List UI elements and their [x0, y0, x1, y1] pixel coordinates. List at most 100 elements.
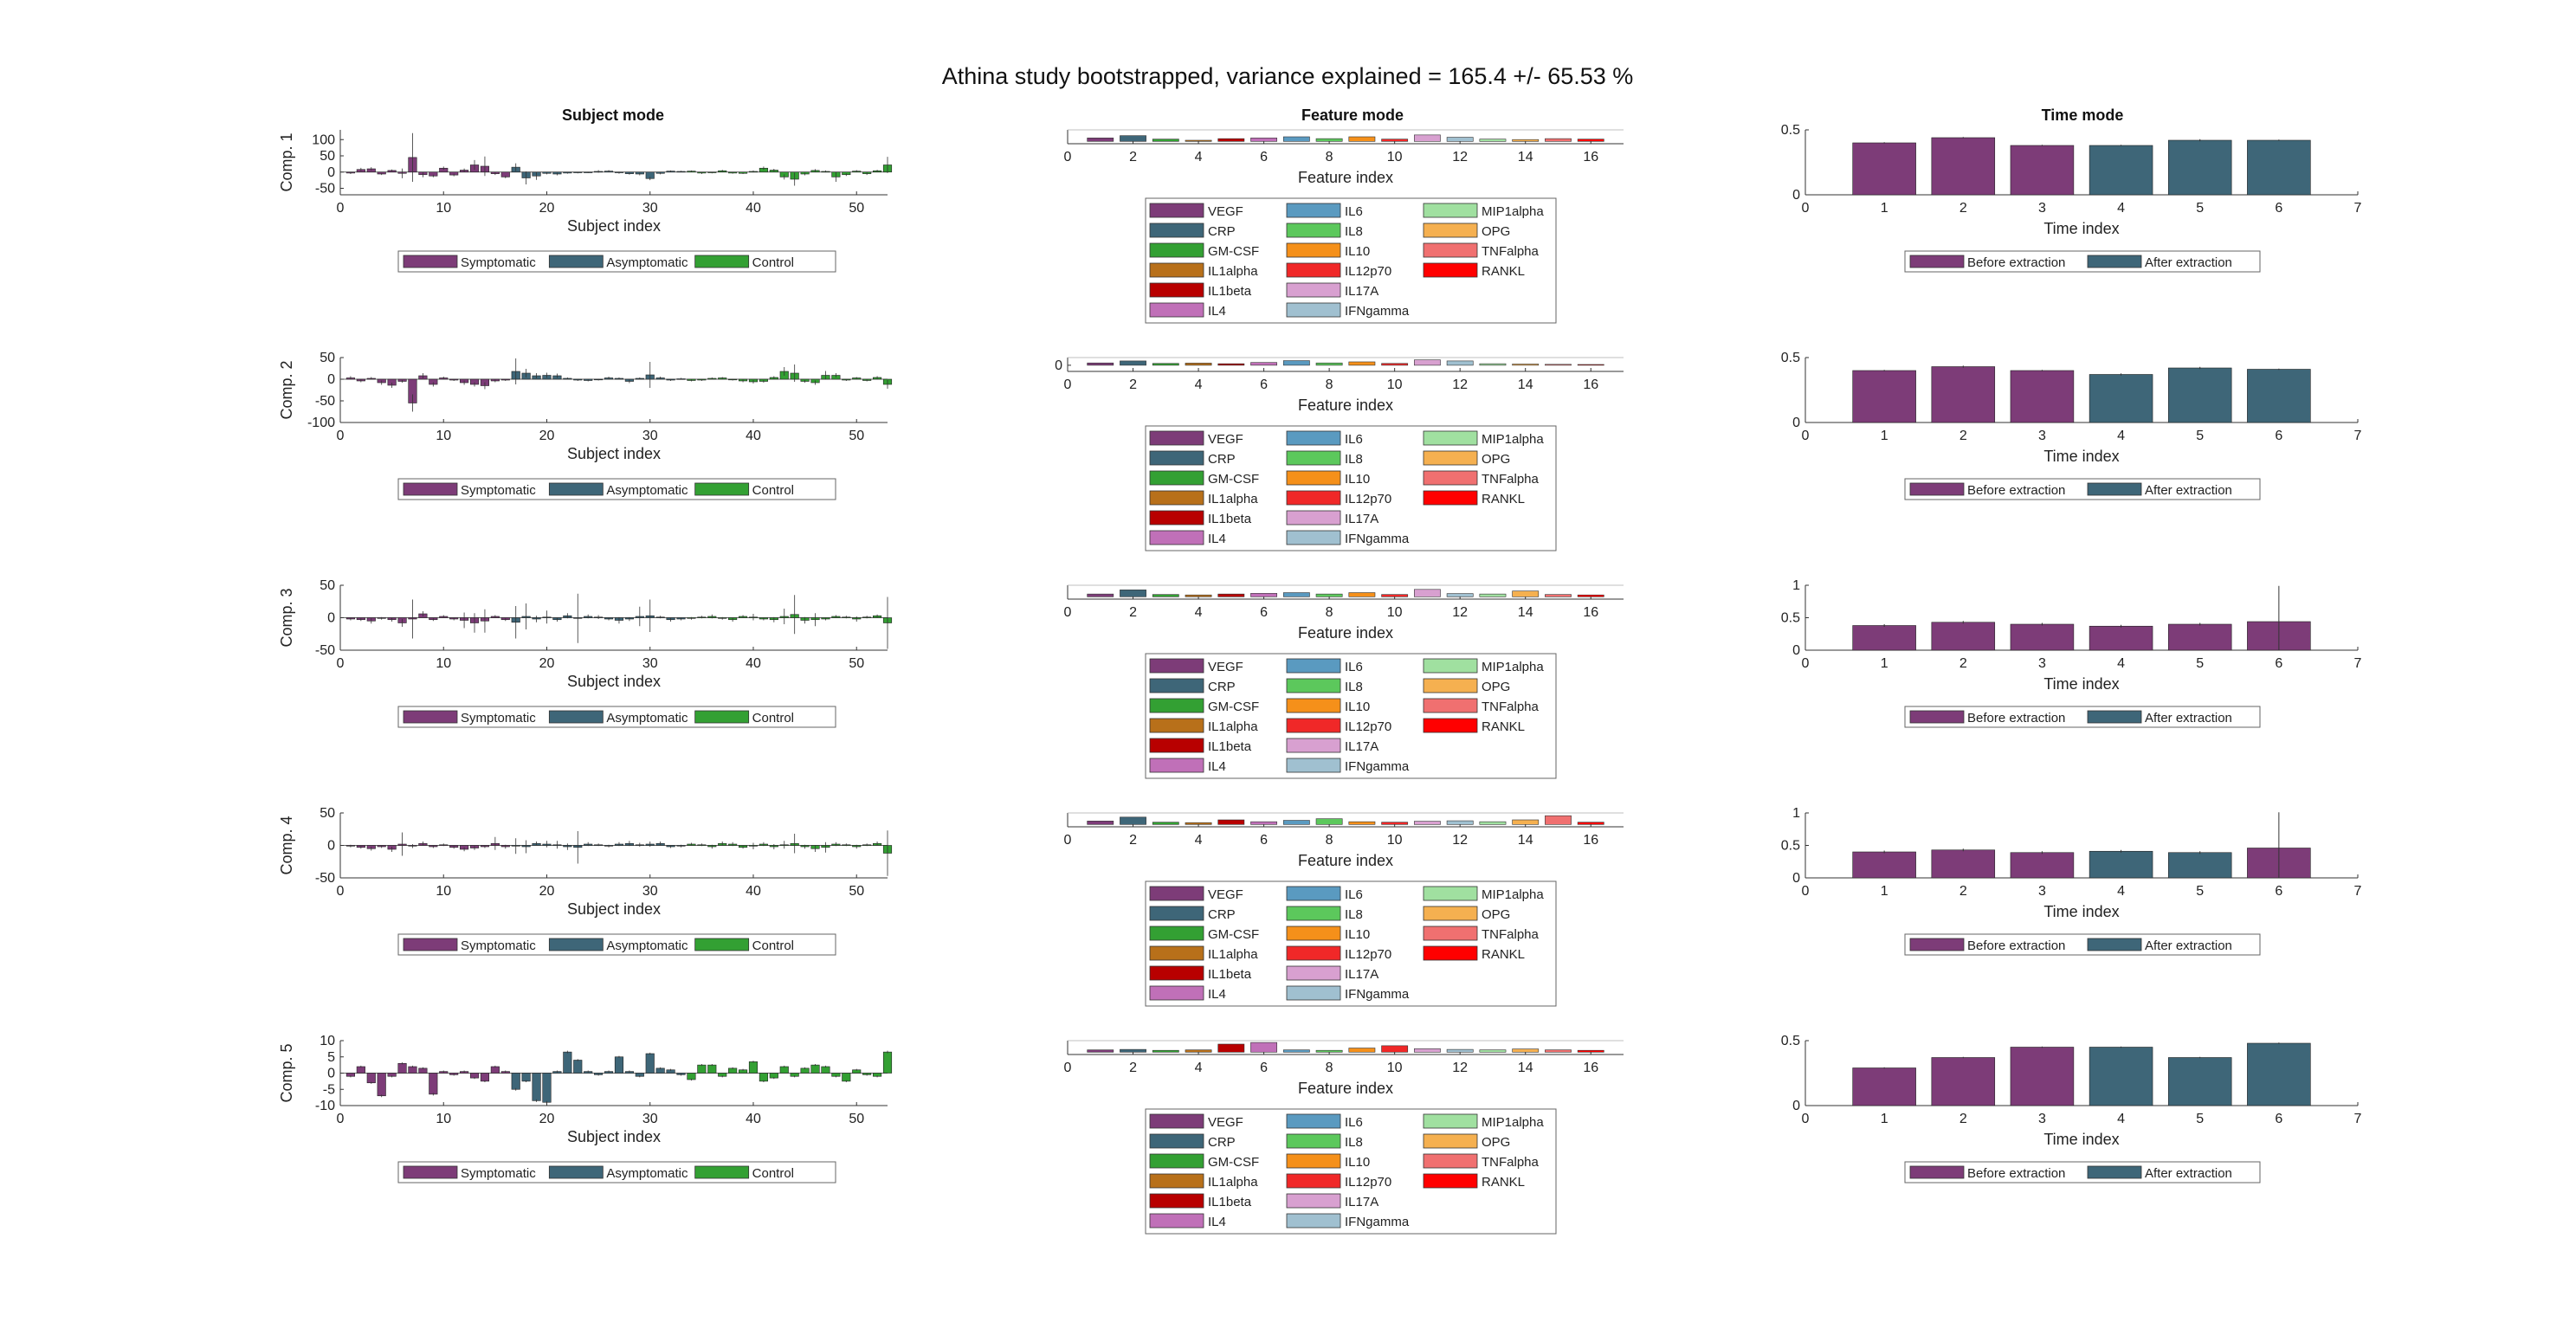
subject-legend [397, 478, 836, 500]
bar [1120, 360, 1146, 366]
bar [2167, 367, 2232, 423]
legend-label: VEGF [1208, 887, 1243, 902]
legend-swatch [1286, 738, 1341, 753]
x-tick-label: 5 [2196, 884, 2204, 899]
legend-label: Asymptomatic [606, 938, 688, 953]
bar [1931, 137, 1996, 196]
x-tick-label: 14 [1518, 1061, 1533, 1075]
bar [1250, 138, 1277, 142]
feature-mode-title: Feature mode [1301, 106, 1404, 124]
x-tick-label: 4 [2117, 884, 2125, 899]
x-tick-label: 14 [1518, 605, 1533, 620]
legend-swatch [1149, 718, 1204, 733]
bar [1545, 594, 1572, 597]
bar [1315, 138, 1343, 142]
legend-label: IL1beta [1208, 512, 1252, 526]
legend-swatch [1423, 430, 1478, 446]
y-tick-label: -50 [315, 643, 335, 658]
x-tick-label: 30 [642, 656, 658, 671]
legend-label: Symptomatic [461, 938, 536, 953]
legend-swatch [1286, 925, 1341, 941]
x-tick-label: 4 [2117, 201, 2125, 216]
bar [1348, 136, 1376, 142]
x-tick-label: 3 [2038, 884, 2046, 899]
x-tick-label: 1 [1881, 201, 1888, 216]
bar [1381, 1045, 1409, 1053]
legend-swatch [1286, 302, 1341, 318]
y-tick-label: 0 [327, 165, 335, 180]
bar [1479, 363, 1507, 366]
x-tick-label: 50 [849, 656, 864, 671]
legend-label: Before extraction [1967, 1166, 2065, 1181]
x-tick-label: 4 [1195, 605, 1203, 620]
bar [1185, 139, 1212, 142]
bar [1185, 1049, 1212, 1053]
legend-label: IL1alpha [1208, 719, 1258, 734]
bar [1414, 134, 1441, 142]
bar [1348, 592, 1376, 597]
legend-swatch [1423, 470, 1478, 486]
legend-swatch [1286, 1133, 1341, 1149]
bar [2167, 139, 2232, 196]
legend-label: GM-CSF [1208, 700, 1259, 714]
legend-label: After extraction [2145, 938, 2232, 953]
x-tick-label: 20 [539, 1112, 555, 1126]
legend-swatch [694, 482, 750, 496]
legend-label: Control [752, 1166, 794, 1181]
bar [2167, 623, 2232, 651]
x-tick-label: 4 [2117, 656, 2125, 671]
feature-legend [1145, 197, 1557, 324]
time-panel-row-4: 0 1 2 3 4 5 6 7 0 0.5 1 Time index Before extraction… [1781, 806, 2362, 956]
legend-label: After extraction [2145, 255, 2232, 270]
x-tick-label: 14 [1518, 150, 1533, 164]
legend-swatch [1286, 1173, 1341, 1189]
x-tick-label: 6 [1260, 605, 1268, 620]
y-axis-label: Comp. 1 [278, 132, 295, 191]
bar [645, 1053, 655, 1074]
legend-label: CRP [1208, 907, 1236, 922]
bar [1087, 1049, 1114, 1053]
bar [1852, 625, 1916, 651]
x-tick-label: 12 [1452, 377, 1468, 392]
x-tick-label: 40 [746, 429, 761, 443]
legend-swatch [1286, 758, 1341, 773]
time-panel-row-1: 0 1 2 3 4 5 6 7 0 0.5 Time index Before extraction A… [1781, 123, 2362, 273]
bar [1250, 821, 1277, 825]
x-axis-label: Feature index [1298, 169, 1393, 186]
y-tick-label: 1 [1792, 578, 1800, 593]
x-tick-label: 30 [642, 429, 658, 443]
legend-swatch [1286, 282, 1341, 298]
bar [1152, 139, 1179, 142]
bar [1545, 138, 1572, 142]
time-panel-row-3: 0 1 2 3 4 5 6 7 0 0.5 1 Time index Before extraction… [1781, 578, 2362, 728]
legend-label: MIP1alpha [1482, 204, 1544, 219]
x-tick-label: 3 [2038, 429, 2046, 443]
bar [1282, 360, 1310, 366]
y-axis-label: Comp. 2 [278, 360, 295, 419]
x-tick-label: 0 [1064, 377, 1072, 392]
x-tick-label: 50 [849, 1112, 864, 1126]
x-tick-label: 2 [1129, 150, 1137, 164]
legend-label: IL8 [1345, 907, 1363, 922]
x-tick-label: 4 [1195, 377, 1203, 392]
bar [1512, 819, 1540, 825]
x-tick-label: 2 [1959, 429, 1967, 443]
legend-label: GM-CSF [1208, 1155, 1259, 1170]
legend-swatch [1423, 945, 1478, 961]
legend-label: IL10 [1345, 472, 1370, 487]
bar [1545, 815, 1572, 825]
x-tick-label: 20 [539, 884, 555, 899]
legend-label: CRP [1208, 1135, 1236, 1150]
bar [542, 1073, 552, 1103]
bar [1315, 593, 1343, 597]
legend-swatch [1149, 450, 1204, 466]
legend-swatch [1286, 1193, 1341, 1209]
legend-swatch [1149, 738, 1204, 753]
bar [1577, 1049, 1604, 1053]
y-tick-label: -100 [307, 416, 335, 430]
legend-label: IL8 [1345, 224, 1363, 239]
time-legend [1904, 1161, 2261, 1183]
legend-swatch [2087, 1165, 2142, 1179]
bar [1120, 135, 1146, 142]
legend-label: IL6 [1345, 204, 1363, 219]
